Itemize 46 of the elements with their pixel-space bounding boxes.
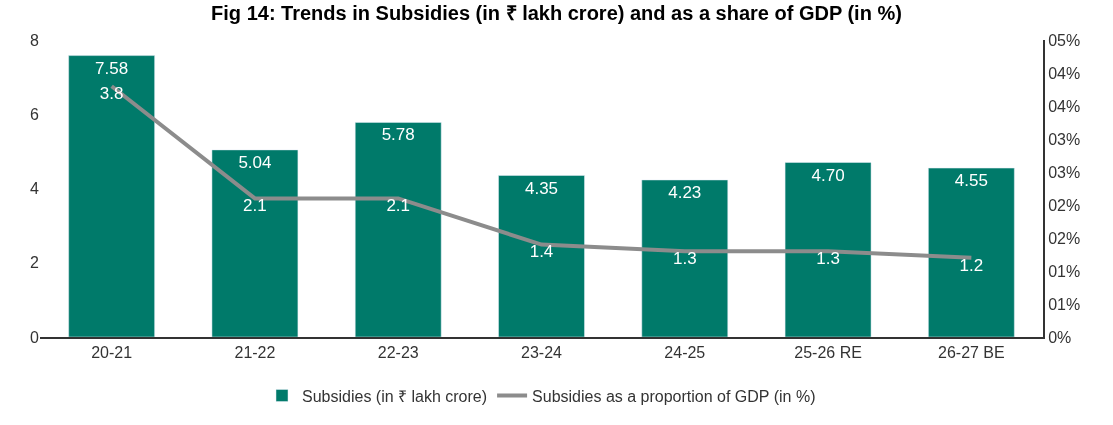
bar (784, 162, 872, 337)
data-label: 4.55 (954, 171, 988, 191)
y2-tick-label: 03% (1048, 163, 1081, 181)
data-label: 4.35 (524, 178, 559, 198)
data-label: 5.04 (238, 152, 272, 172)
y2-tick-label: 03% (1048, 130, 1081, 148)
data-label: 3.8 (99, 83, 124, 103)
bar (928, 167, 1015, 337)
y2-tick-label: 04% (1048, 97, 1081, 115)
data-label: 4.23 (668, 182, 702, 202)
y-tick-label: 8 (30, 31, 40, 49)
data-label: 1.2 (959, 255, 984, 275)
y-tick-label: 2 (30, 254, 40, 272)
y2-tick-label: 02% (1048, 229, 1081, 247)
data-label: 5.78 (381, 125, 415, 145)
data-label: 2.1 (243, 196, 267, 216)
legend-label: Subsidies (in ₹ lakh crore) (302, 387, 488, 405)
x-tick-label: 24-25 (664, 344, 706, 362)
bar (354, 122, 442, 337)
bar (498, 175, 585, 337)
bar (211, 149, 299, 337)
data-label: 1.3 (816, 248, 840, 268)
y2-tick-label: 05% (1048, 31, 1081, 49)
x-tick-label: 25-26 RE (794, 344, 862, 362)
x-tick-label: 21-22 (234, 344, 276, 362)
legend-label: Subsidies as a proportion of GDP (in %) (532, 387, 816, 405)
x-tick-label: 22-23 (377, 344, 419, 362)
y2-tick-label: 02% (1048, 196, 1081, 214)
y2-tick-label: 0% (1048, 328, 1072, 346)
y2-tick-label: 01% (1048, 262, 1081, 280)
bar (68, 55, 155, 337)
x-tick-label: 26-27 BE (938, 344, 1005, 362)
y-tick-label: 0 (30, 328, 40, 346)
chart-title: Fig 14: Trends in Subsidies (in ₹ lakh crore) and as a share of GDP (in %) (211, 2, 902, 25)
x-tick-label: 23-24 (521, 344, 563, 362)
y-tick-label: 6 (30, 105, 40, 123)
bar (641, 179, 729, 337)
data-label: 1.4 (529, 242, 554, 262)
data-label: 4.70 (811, 165, 845, 185)
data-label: 1.3 (672, 248, 697, 268)
y2-tick-label: 01% (1048, 295, 1081, 313)
y-tick-label: 4 (30, 180, 40, 198)
y2-tick-label: 04% (1048, 64, 1081, 82)
data-label: 7.58 (95, 58, 129, 78)
x-tick-label: 20-21 (91, 344, 133, 362)
data-label: 2.1 (386, 196, 411, 216)
